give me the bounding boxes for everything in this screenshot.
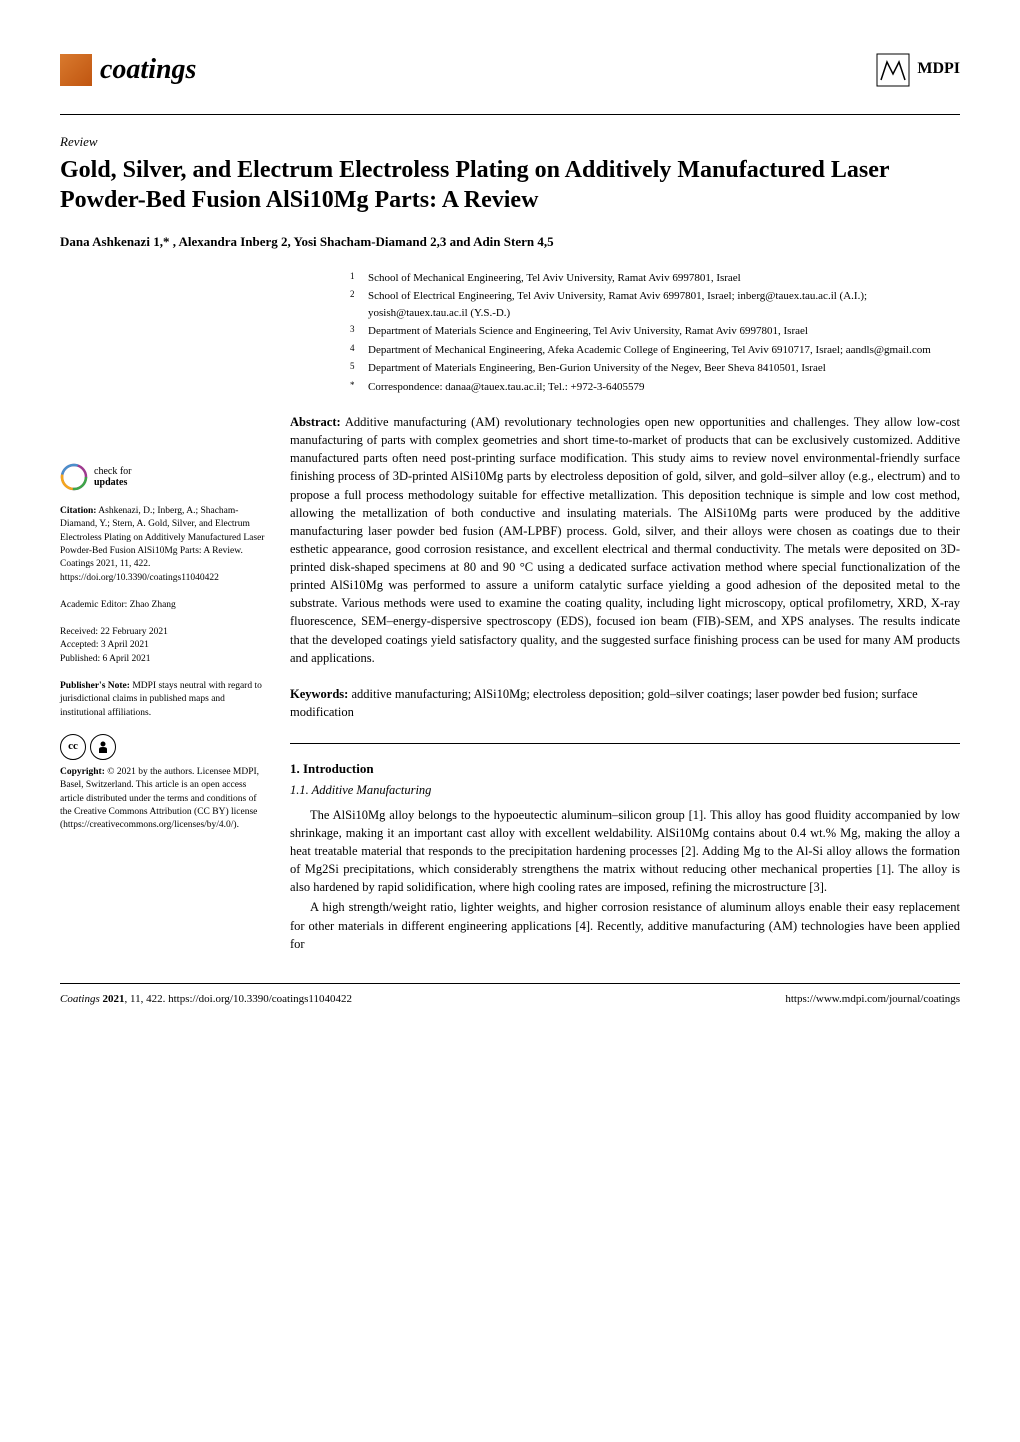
check-line2: updates [94, 477, 131, 488]
accepted-date: Accepted: 3 April 2021 [60, 639, 270, 652]
affiliation-number: 4 [350, 342, 360, 359]
keywords-label: Keywords: [290, 687, 348, 701]
article-type: Review [60, 133, 960, 151]
affiliation-text: School of Electrical Engineering, Tel Av… [368, 288, 960, 321]
footer-rest: , 11, 422. https://doi.org/10.3390/coati… [124, 993, 352, 1005]
publisher-name: MDPI [917, 58, 960, 80]
published-date: Published: 6 April 2021 [60, 653, 270, 666]
affiliation-row: 1 School of Mechanical Engineering, Tel … [350, 270, 960, 287]
publisher-logo: MDPI [875, 52, 960, 88]
section-heading: 1. Introduction [290, 760, 960, 778]
affiliation-text: School of Mechanical Engineering, Tel Av… [368, 270, 741, 287]
section-divider [290, 743, 960, 744]
affiliation-row: * Correspondence: danaa@tauex.tau.ac.il;… [350, 379, 960, 396]
license-block: cc Copyright: © 2021 by the authors. Lic… [60, 734, 270, 832]
dates-block: Received: 22 February 2021 Accepted: 3 A… [60, 626, 270, 666]
abstract-label: Abstract: [290, 415, 341, 429]
affiliation-row: 3 Department of Materials Science and En… [350, 323, 960, 340]
cc-icon: cc [60, 734, 86, 760]
editor-block: Academic Editor: Zhao Zhang [60, 599, 270, 612]
copyright-label: Copyright: [60, 767, 105, 777]
affiliation-number: * [350, 379, 360, 396]
page-footer: Coatings 2021, 11, 422. https://doi.org/… [60, 983, 960, 1007]
authors-text: Dana Ashkenazi 1,* , Alexandra Inberg 2,… [60, 234, 554, 249]
editor-name: Zhao Zhang [130, 600, 176, 610]
page-header: coatings MDPI [60, 50, 960, 89]
affiliation-row: 4 Department of Mechanical Engineering, … [350, 342, 960, 359]
affiliation-row: 2 School of Electrical Engineering, Tel … [350, 288, 960, 321]
affiliation-text: Department of Materials Science and Engi… [368, 323, 808, 340]
affiliations-block: 1 School of Mechanical Engineering, Tel … [350, 270, 960, 396]
footer-right: https://www.mdpi.com/journal/coatings [785, 992, 960, 1007]
header-divider [60, 114, 960, 115]
affiliation-number: 1 [350, 270, 360, 287]
by-icon [90, 734, 116, 760]
subsection-heading: 1.1. Additive Manufacturing [290, 782, 960, 800]
affiliation-text: Correspondence: danaa@tauex.tau.ac.il; T… [368, 379, 645, 396]
affiliation-number: 2 [350, 288, 360, 321]
keywords-text: additive manufacturing; AlSi10Mg; electr… [290, 687, 918, 719]
journal-logo: coatings [60, 50, 196, 89]
publisher-note-label: Publisher's Note: [60, 681, 130, 691]
journal-icon [60, 54, 92, 86]
affiliation-text: Department of Mechanical Engineering, Af… [368, 342, 931, 359]
authors-line: Dana Ashkenazi 1,* , Alexandra Inberg 2,… [60, 233, 960, 251]
keywords: Keywords: additive manufacturing; AlSi10… [290, 685, 960, 721]
body-paragraph: A high strength/weight ratio, lighter we… [290, 898, 960, 952]
citation-block: Citation: Ashkenazi, D.; Inberg, A.; Sha… [60, 505, 270, 585]
page-container: coatings MDPI Review Gold, Silver, and E… [0, 0, 1020, 1047]
abstract-text: Additive manufacturing (AM) revolutionar… [290, 415, 960, 665]
journal-name: coatings [100, 50, 196, 89]
body-paragraph: The AlSi10Mg alloy belongs to the hypoeu… [290, 806, 960, 897]
mdpi-icon [875, 52, 911, 88]
footer-journal: Coatings [60, 993, 102, 1005]
person-icon [96, 740, 110, 754]
sidebar: check for updates Citation: Ashkenazi, D… [60, 413, 270, 953]
citation-text: Ashkenazi, D.; Inberg, A.; Shacham-Diama… [60, 506, 264, 582]
received-date: Received: 22 February 2021 [60, 626, 270, 639]
affiliation-number: 3 [350, 323, 360, 340]
affiliation-row: 5 Department of Materials Engineering, B… [350, 360, 960, 377]
check-updates-text: check for updates [94, 466, 131, 488]
affiliation-number: 5 [350, 360, 360, 377]
editor-label: Academic Editor: [60, 600, 130, 610]
abstract: Abstract: Additive manufacturing (AM) re… [290, 413, 960, 667]
cc-icons: cc [60, 734, 270, 760]
check-line1: check for [94, 466, 131, 477]
footer-year: 2021 [102, 993, 124, 1005]
main-content: check for updates Citation: Ashkenazi, D… [60, 413, 960, 953]
affiliation-text: Department of Materials Engineering, Ben… [368, 360, 826, 377]
article-title: Gold, Silver, and Electrum Electroless P… [60, 155, 960, 215]
citation-label: Citation: [60, 506, 96, 516]
body-column: Abstract: Additive manufacturing (AM) re… [290, 413, 960, 953]
check-updates-icon [60, 463, 88, 491]
footer-left: Coatings 2021, 11, 422. https://doi.org/… [60, 992, 352, 1007]
publisher-note-block: Publisher's Note: MDPI stays neutral wit… [60, 680, 270, 720]
check-updates-badge[interactable]: check for updates [60, 463, 270, 491]
